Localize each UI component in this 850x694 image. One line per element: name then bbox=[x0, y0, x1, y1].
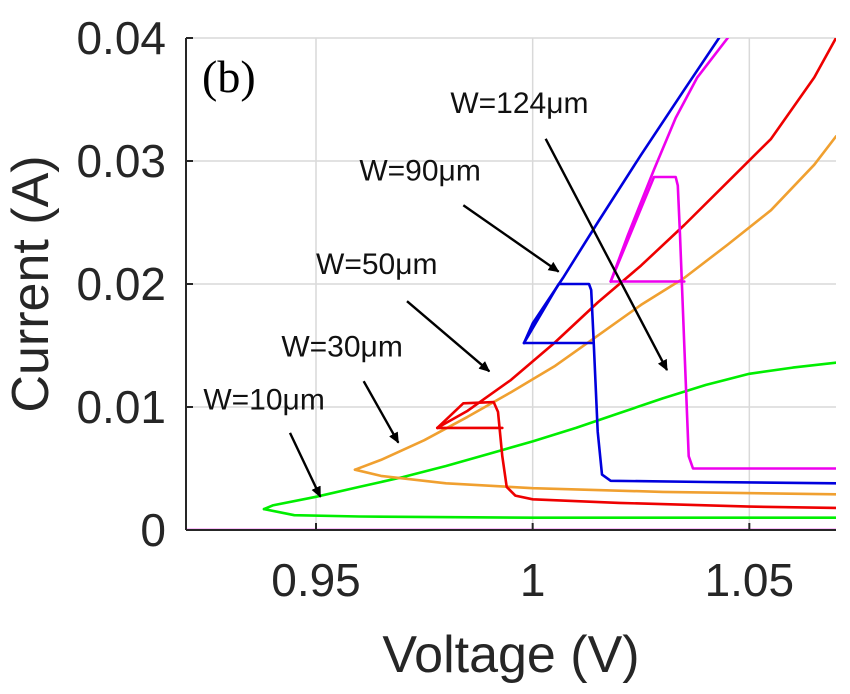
series-w50-upper bbox=[436, 38, 836, 430]
annotation-label-0: W=10μm bbox=[203, 383, 324, 416]
series-w30-upper bbox=[353, 135, 836, 471]
annotation-label-1: W=30μm bbox=[281, 331, 402, 364]
y-tick-label-3: 0.03 bbox=[76, 135, 166, 187]
y-axis-label: Current (A) bbox=[2, 155, 60, 412]
annotation-arrow-2 bbox=[406, 300, 491, 373]
y-tick-label-0: 0 bbox=[140, 504, 166, 556]
y-tick-label-1: 0.01 bbox=[76, 381, 166, 433]
annotation-label-2: W=50μm bbox=[316, 248, 437, 281]
annotation-arrow-0 bbox=[288, 432, 322, 498]
ticks: 0.95 1 1.05 0 0.01 0.02 0.03 0.04 bbox=[76, 12, 794, 606]
series-layer bbox=[186, 38, 836, 530]
x-tick-label-2: 1.05 bbox=[705, 554, 795, 606]
series-w10-lower bbox=[262, 507, 836, 519]
x-tick-label-1: 1 bbox=[520, 554, 546, 606]
y-tick-label-4: 0.04 bbox=[76, 12, 166, 64]
series-w50-hysteresis bbox=[436, 400, 836, 510]
annotation-layer: W=10μm W=30μm W=50μm W=90μm W=124μm bbox=[203, 87, 669, 498]
annotation-label-4: W=124μm bbox=[450, 87, 588, 120]
panel-label: (b) bbox=[202, 51, 256, 102]
series-w124-upper bbox=[609, 38, 729, 283]
series-w90-upper bbox=[522, 38, 721, 345]
series-w10-upper bbox=[262, 361, 836, 511]
series-w90-hysteresis bbox=[522, 282, 836, 485]
series-w30-lower bbox=[353, 468, 836, 496]
annotation-arrow-1 bbox=[362, 380, 400, 444]
y-tick-label-2: 0.02 bbox=[76, 258, 166, 310]
x-tick-label-0: 0.95 bbox=[271, 554, 361, 606]
x-axis-label: Voltage (V) bbox=[382, 626, 639, 684]
series-w124-hysteresis bbox=[609, 175, 836, 470]
annotation-arrow-4 bbox=[544, 138, 669, 371]
annotation-arrow-3 bbox=[462, 204, 560, 273]
annotation-label-3: W=90μm bbox=[359, 155, 480, 188]
